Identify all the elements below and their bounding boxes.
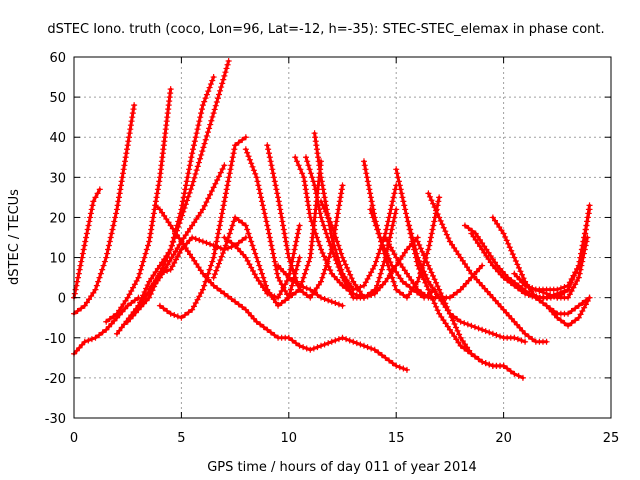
x-tick-label: 25 [603,431,620,446]
series-arc10 [152,202,410,373]
plot-frame [73,56,612,419]
x-tick-label: 15 [388,431,405,446]
y-tick-label: -30 [45,412,66,427]
series-arc26 [425,190,550,345]
series-markers [367,206,438,301]
series-markers [489,214,593,317]
y-tick-label: -20 [45,372,66,387]
y-tick-label: 20 [49,211,66,226]
series-arc7 [135,74,217,309]
series-markers [275,262,346,309]
x-tick-label: 20 [495,431,512,446]
y-tick-label: 50 [49,91,66,106]
series-arc25 [414,238,526,381]
series-markers [425,190,550,345]
series-markers [103,86,174,325]
series-arc33 [554,202,593,301]
x-tick-label: 10 [281,431,298,446]
series-markers [543,294,593,329]
series-line [147,236,248,292]
series-line [491,215,592,316]
y-tick-label: 0 [58,292,66,307]
series-arc4 [103,86,174,325]
y-tick-label: 30 [49,171,66,186]
chart-title: dSTEC Iono. truth (coco, Lon=96, Lat=-12… [47,22,604,37]
x-tick-label: 5 [177,431,185,446]
series-arc29 [489,214,593,317]
series-arc21 [367,206,438,301]
y-tick-label: 60 [49,51,66,66]
y-axis-label: dSTEC / TECUs [7,189,22,285]
series-markers [152,202,410,373]
series-arc15 [275,262,346,309]
x-tick-label: 0 [70,431,78,446]
y-tick-label: 40 [49,131,66,146]
series-layer [71,58,593,381]
y-tick-label: -10 [45,332,66,347]
x-axis-label: GPS time / hours of day 011 of year 2014 [207,460,477,475]
series-markers [135,74,217,309]
axes: 0 5 10 15 20 25 -30 -20 -10 0 10 20 30 40 50 60 [45,51,620,446]
series-arc19 [318,198,400,301]
series-arc32 [543,294,593,329]
series-arc9 [156,134,249,321]
series-markers [554,202,593,301]
series-markers [468,230,572,301]
y-tick-label: 10 [49,252,66,267]
series-markers [414,238,526,381]
